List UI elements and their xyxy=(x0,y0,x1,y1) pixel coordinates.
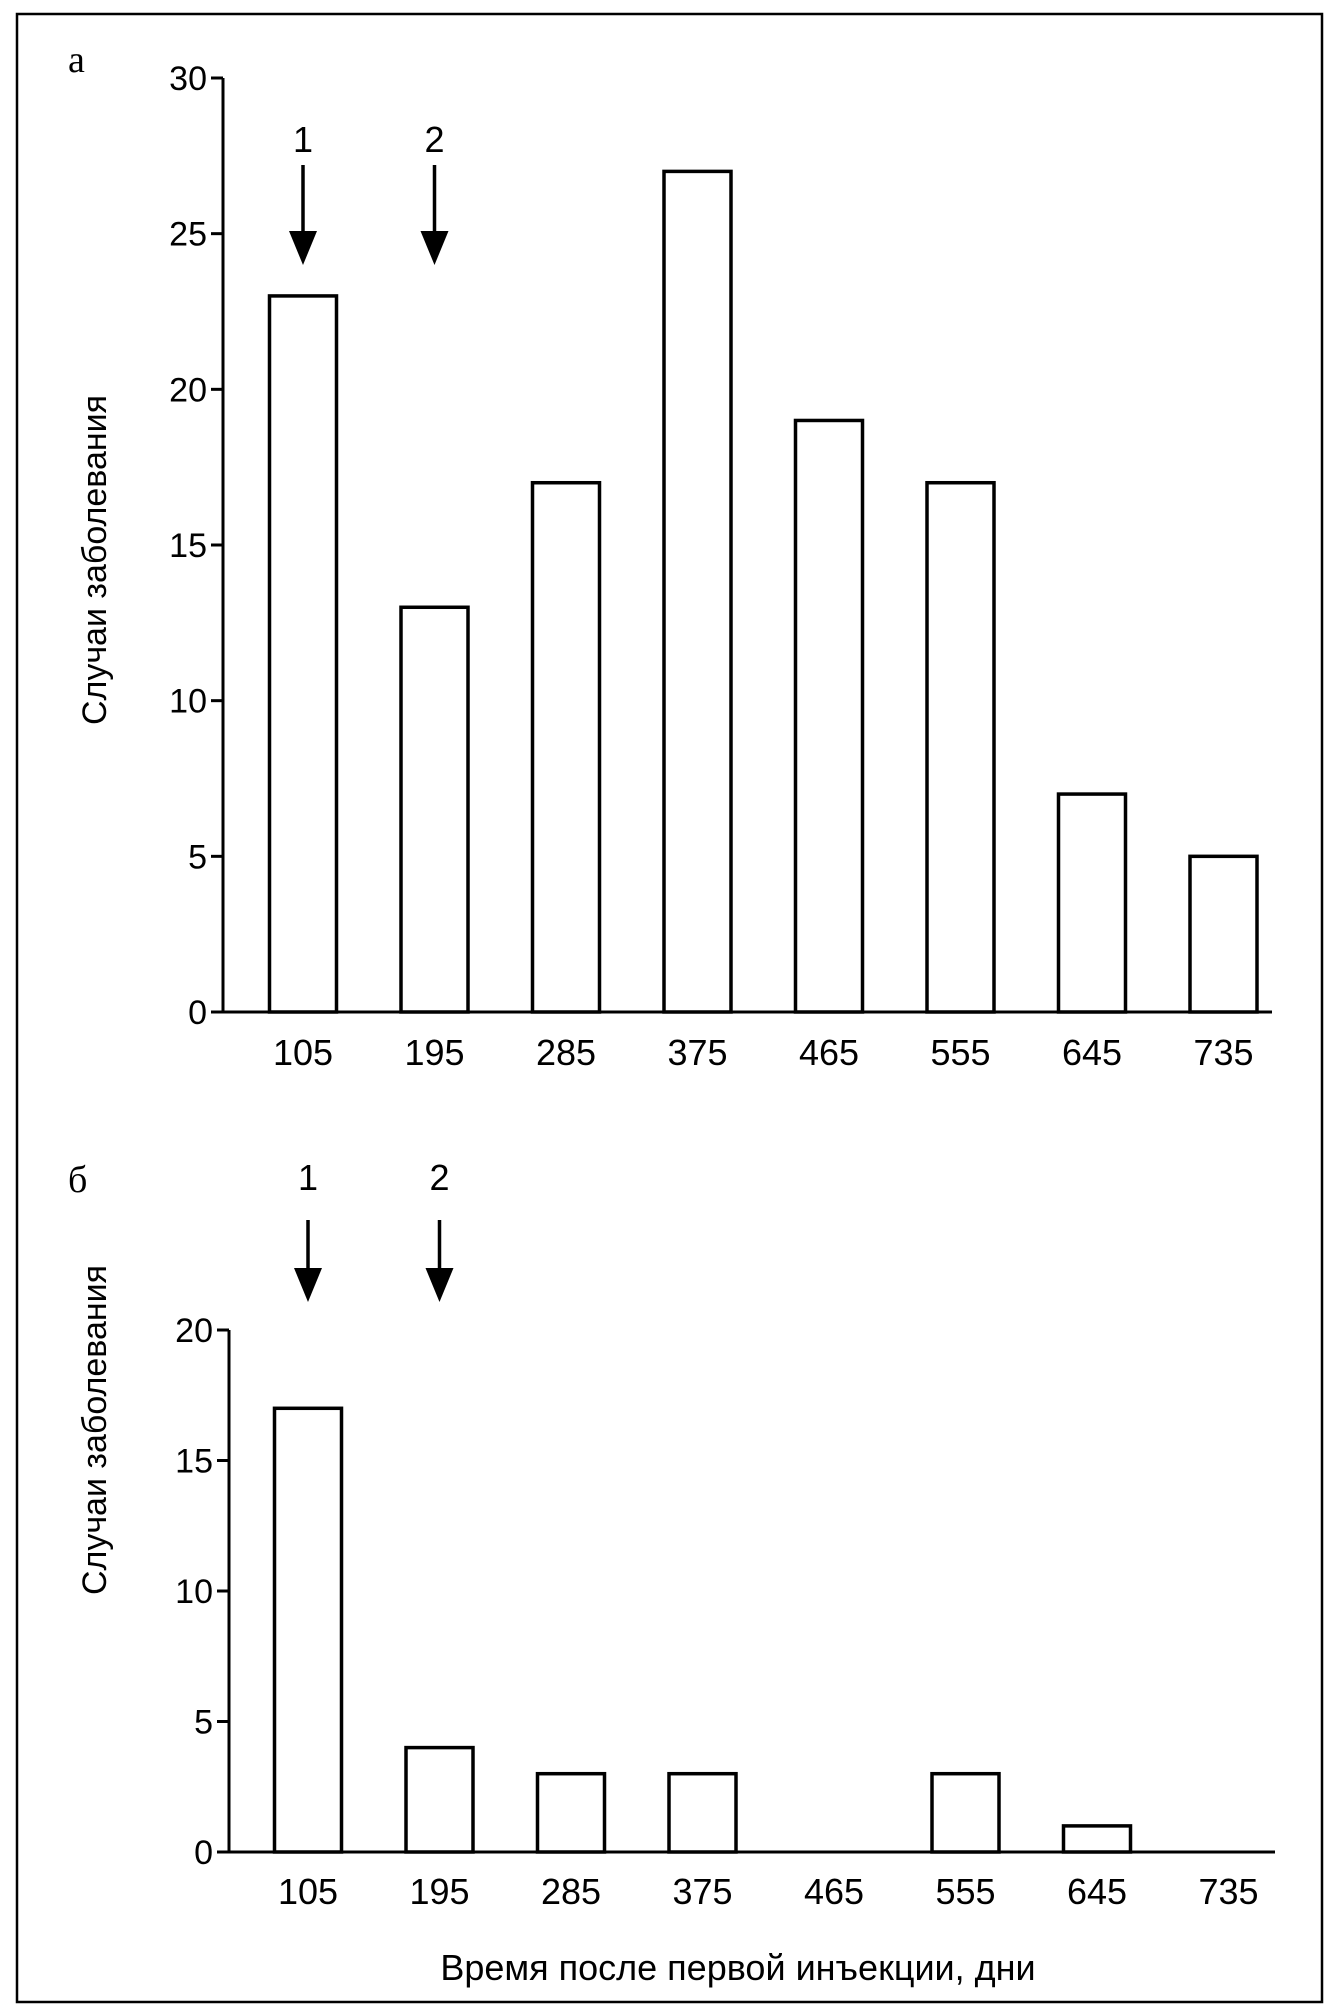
panel-label: а xyxy=(68,39,85,81)
arrow-head xyxy=(294,1268,322,1302)
x-axis: 105 195 285 375 465 555 645 735 xyxy=(229,1850,1275,1912)
y-axis: 0 5 10 15 20 25 30 xyxy=(169,60,225,1032)
y-tick-label: 10 xyxy=(169,683,207,721)
y-tick-label: 5 xyxy=(188,838,207,876)
arrow-label: 1 xyxy=(293,119,313,160)
y-tick-label: 5 xyxy=(194,1704,213,1742)
bar xyxy=(399,605,470,1014)
panel-label: б xyxy=(68,1159,87,1201)
y-tick-label: 25 xyxy=(169,216,207,254)
y-tick-label: 10 xyxy=(175,1573,213,1611)
x-tick-label: 285 xyxy=(541,1871,601,1912)
x-tick-label: 195 xyxy=(409,1871,469,1912)
bar xyxy=(793,418,865,1014)
bar xyxy=(662,169,733,1014)
x-tick-label: 645 xyxy=(1062,1032,1122,1073)
y-tick-label: 15 xyxy=(169,527,207,565)
bar xyxy=(530,480,602,1014)
x-tick-label: 285 xyxy=(536,1032,596,1073)
arrow-label: 2 xyxy=(424,119,444,160)
bars xyxy=(272,1406,1133,1854)
x-tick-label: 645 xyxy=(1067,1871,1127,1912)
y-tick-label: 30 xyxy=(169,60,207,98)
y-tick-label: 20 xyxy=(169,371,207,409)
x-tick-label: 735 xyxy=(1193,1032,1253,1073)
bar xyxy=(925,480,996,1014)
x-tick-label: 465 xyxy=(804,1871,864,1912)
panel-a: а Случаи заболевания 0 5 10 15 20 25 30 105 195… xyxy=(68,39,1272,1073)
x-tick-label: 375 xyxy=(667,1032,727,1073)
arrow-label: 1 xyxy=(298,1157,318,1198)
bar xyxy=(667,1771,738,1854)
bar xyxy=(1056,792,1128,1014)
x-tick-label: 555 xyxy=(935,1871,995,1912)
x-tick-label: 555 xyxy=(930,1032,990,1073)
bar xyxy=(404,1745,475,1854)
x-axis-label: Время после первой инъекции, дни xyxy=(440,1947,1035,1988)
x-axis: 105 195 285 375 465 555 645 735 xyxy=(223,1010,1272,1073)
y-tick-label: 15 xyxy=(175,1443,213,1481)
y-tick-label: 0 xyxy=(188,994,207,1032)
arrow-head xyxy=(425,1268,454,1302)
x-tick-label: 465 xyxy=(799,1032,859,1073)
panel-b: б Случаи заболевания 0 5 10 15 20 105 195 285 3… xyxy=(68,1157,1275,1988)
y-axis-label: Случаи заболевания xyxy=(76,395,114,725)
x-tick-label: 195 xyxy=(404,1032,464,1073)
bar xyxy=(535,1771,607,1854)
arrow-head xyxy=(420,231,449,265)
y-axis-label: Случаи заболевания xyxy=(76,1265,114,1595)
bar xyxy=(272,1406,344,1854)
arrow-head xyxy=(289,231,317,265)
bar xyxy=(1061,1824,1133,1854)
x-tick-label: 105 xyxy=(273,1032,333,1073)
bars xyxy=(267,169,1259,1014)
x-tick-label: 105 xyxy=(278,1871,338,1912)
bar xyxy=(1188,854,1259,1014)
bar xyxy=(267,294,339,1014)
y-tick-label: 20 xyxy=(175,1312,213,1350)
x-tick-label: 735 xyxy=(1198,1871,1258,1912)
y-axis: 0 5 10 15 20 xyxy=(175,1312,231,1872)
y-tick-label: 0 xyxy=(194,1834,213,1872)
bar xyxy=(930,1771,1001,1854)
arrow-label: 2 xyxy=(429,1157,449,1198)
x-tick-label: 375 xyxy=(672,1871,732,1912)
